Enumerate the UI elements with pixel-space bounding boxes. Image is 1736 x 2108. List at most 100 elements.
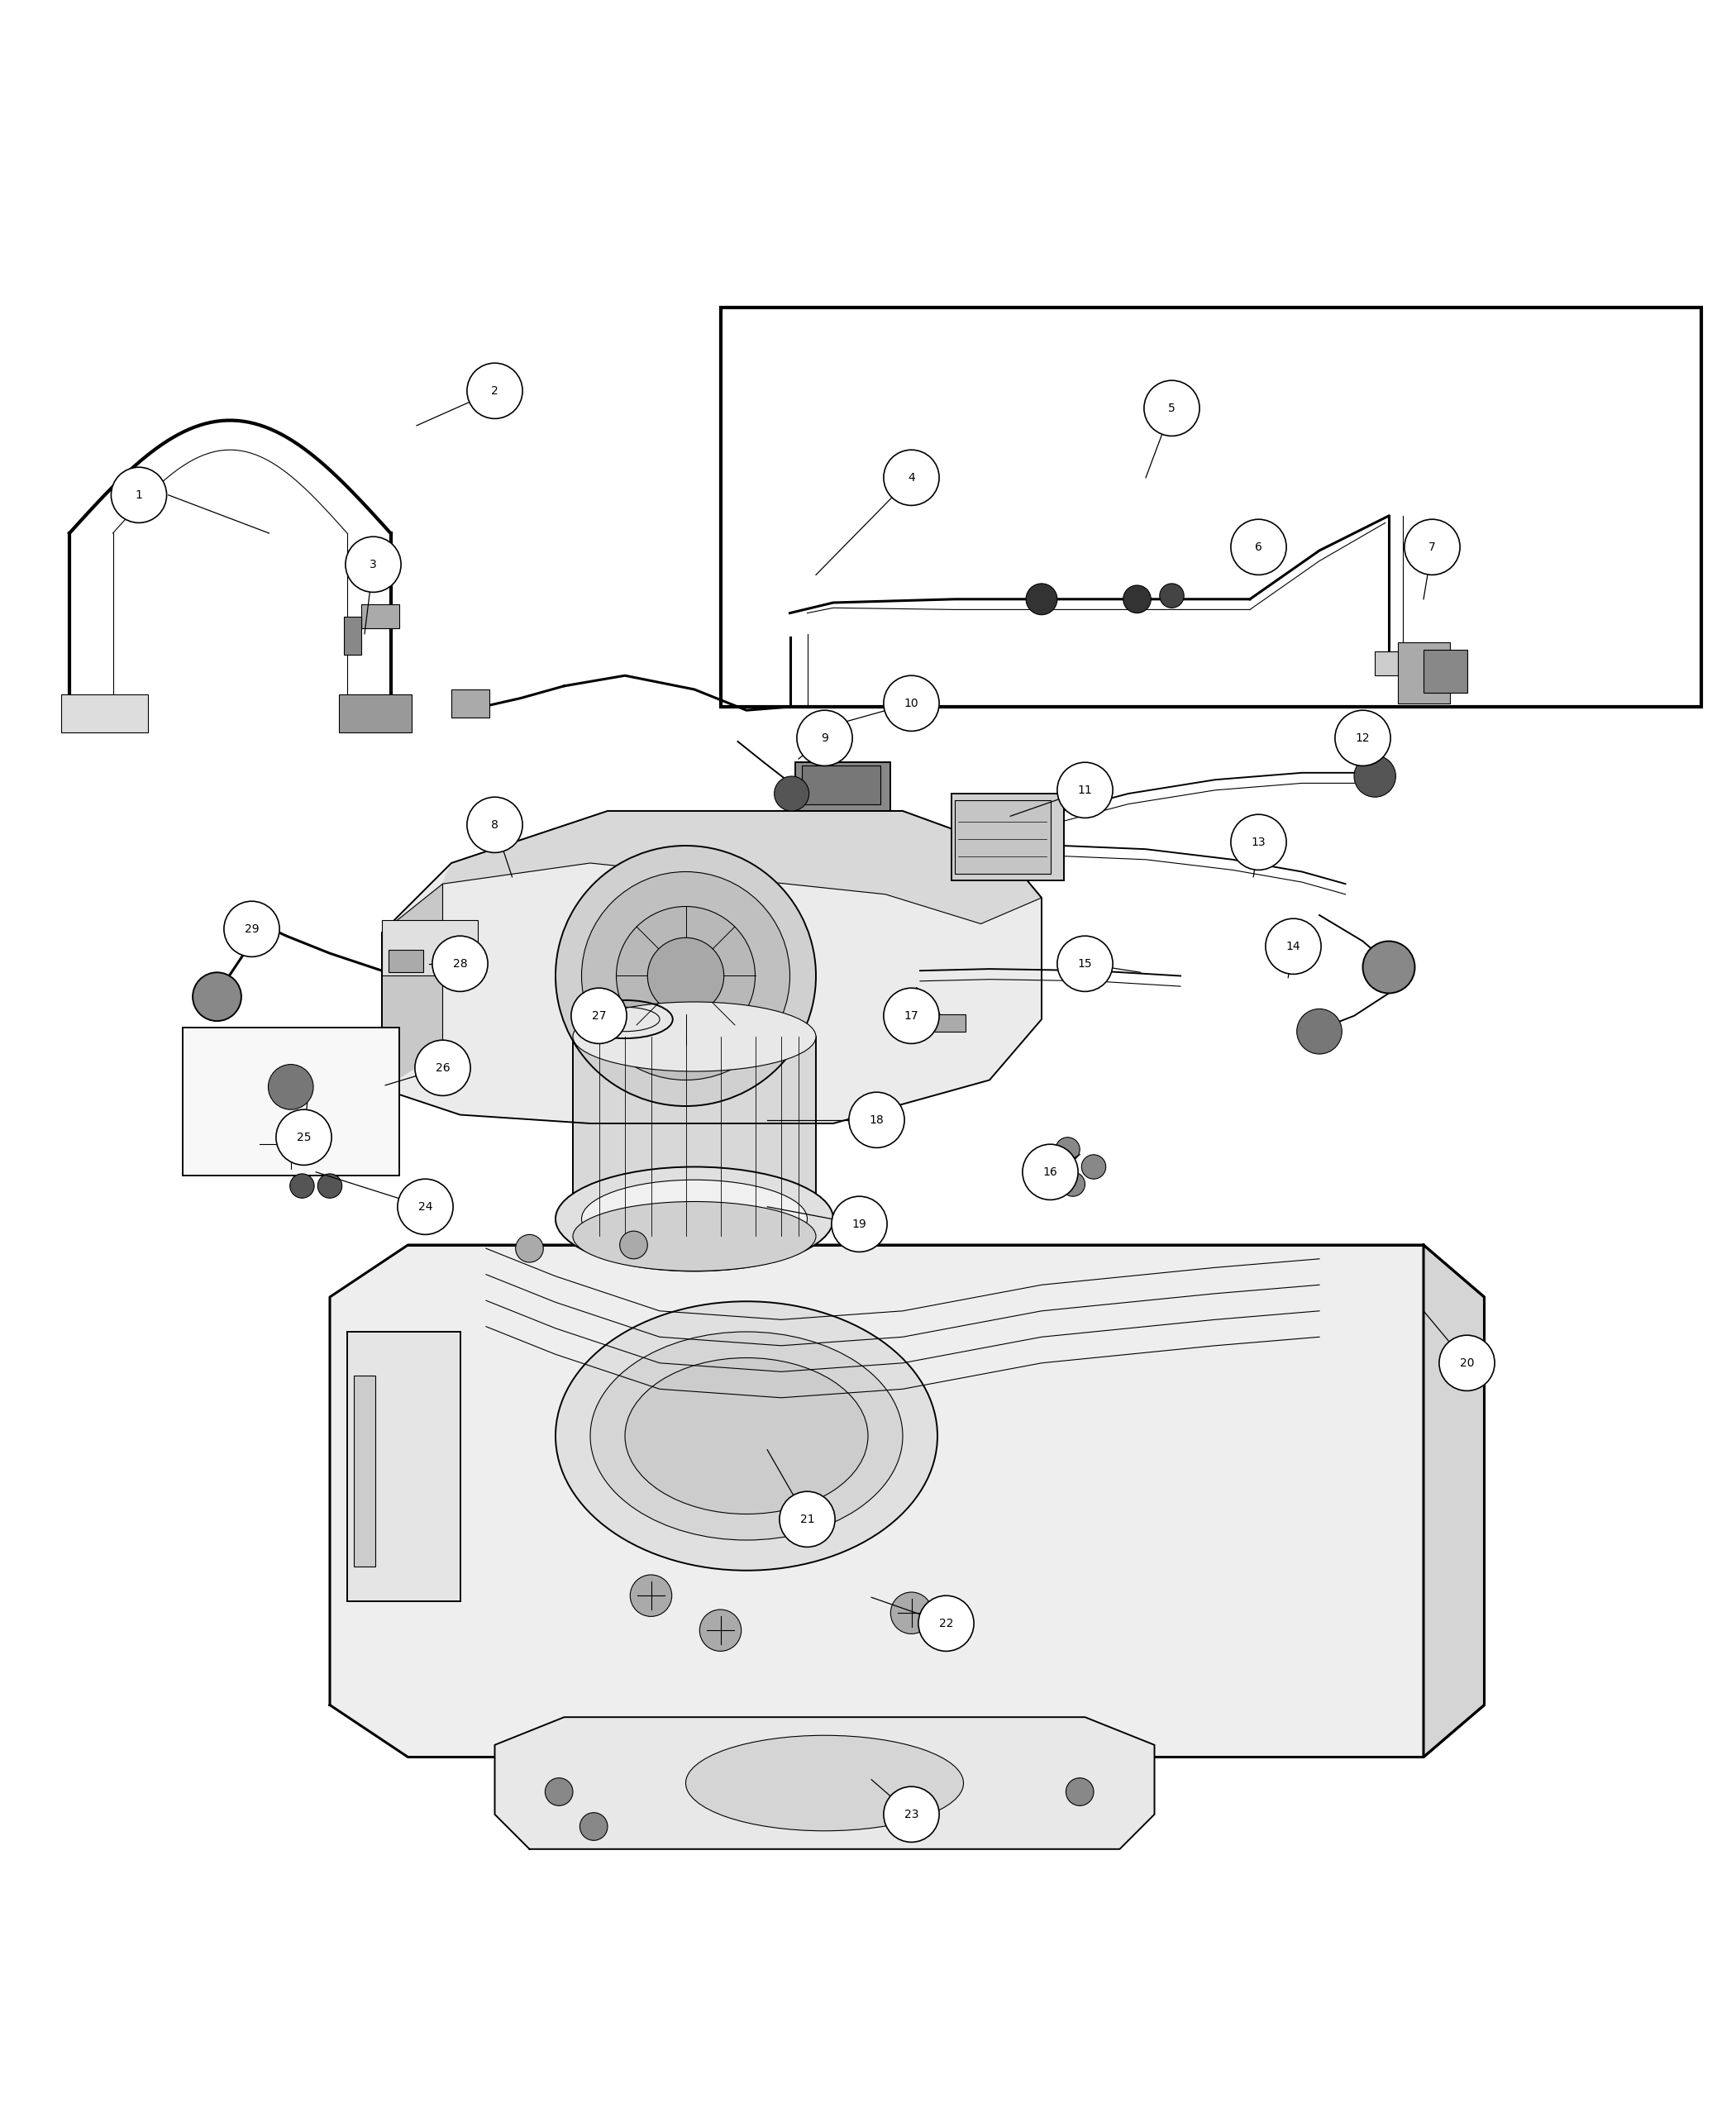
Text: 2: 2: [491, 386, 498, 396]
Circle shape: [276, 1109, 332, 1166]
Text: 13: 13: [1252, 837, 1266, 847]
Circle shape: [582, 873, 790, 1079]
Bar: [1375, 651, 1444, 675]
Circle shape: [891, 1592, 932, 1634]
Circle shape: [918, 1596, 974, 1651]
Circle shape: [467, 363, 523, 419]
Circle shape: [267, 1065, 312, 1109]
Polygon shape: [330, 1246, 1484, 1758]
Bar: [347, 1332, 460, 1600]
Circle shape: [1160, 584, 1184, 607]
Circle shape: [1057, 763, 1113, 818]
Text: 5: 5: [1168, 403, 1175, 413]
Circle shape: [1231, 519, 1286, 575]
Bar: [354, 1374, 375, 1566]
Text: 4: 4: [908, 472, 915, 483]
Polygon shape: [495, 1718, 1154, 1849]
Circle shape: [884, 675, 939, 731]
Text: 3: 3: [370, 559, 377, 571]
Circle shape: [884, 449, 939, 506]
Circle shape: [580, 1813, 608, 1840]
Text: 22: 22: [939, 1617, 953, 1629]
Text: 23: 23: [904, 1809, 918, 1819]
Circle shape: [1335, 710, 1391, 765]
Circle shape: [415, 1039, 470, 1096]
Circle shape: [616, 906, 755, 1046]
Text: 20: 20: [1460, 1358, 1474, 1368]
Ellipse shape: [590, 1332, 903, 1541]
Circle shape: [1363, 940, 1415, 993]
Circle shape: [1026, 584, 1057, 616]
Bar: [1424, 649, 1467, 694]
Circle shape: [1354, 755, 1396, 797]
Circle shape: [1404, 519, 1460, 575]
Text: 21: 21: [800, 1514, 814, 1524]
Text: 10: 10: [904, 698, 918, 708]
Circle shape: [432, 936, 488, 991]
Text: 6: 6: [1255, 542, 1262, 552]
Circle shape: [1066, 1777, 1094, 1807]
Text: 11: 11: [1078, 784, 1092, 797]
Circle shape: [1055, 1138, 1080, 1162]
Bar: [573, 1037, 816, 1235]
Circle shape: [318, 1174, 342, 1197]
Bar: [389, 951, 424, 972]
Circle shape: [1023, 1145, 1078, 1199]
Text: 8: 8: [491, 820, 498, 831]
Polygon shape: [382, 883, 443, 1088]
Circle shape: [111, 468, 167, 523]
Text: 9: 9: [821, 731, 828, 744]
Circle shape: [545, 1777, 573, 1807]
Text: 28: 28: [453, 957, 467, 970]
Text: 19: 19: [852, 1218, 866, 1229]
Text: 29: 29: [245, 923, 259, 934]
Circle shape: [516, 1235, 543, 1263]
Circle shape: [556, 845, 816, 1107]
Text: 25: 25: [297, 1132, 311, 1143]
Bar: [451, 689, 490, 717]
Circle shape: [1057, 936, 1113, 991]
Bar: [934, 1014, 965, 1031]
Polygon shape: [1424, 1246, 1484, 1758]
Circle shape: [700, 1611, 741, 1651]
Ellipse shape: [556, 1301, 937, 1570]
Circle shape: [884, 989, 939, 1043]
Circle shape: [620, 1231, 648, 1258]
Text: 26: 26: [436, 1062, 450, 1073]
Text: 14: 14: [1286, 940, 1300, 953]
Bar: [344, 616, 361, 656]
Circle shape: [1439, 1334, 1495, 1391]
Circle shape: [648, 938, 724, 1014]
Polygon shape: [382, 812, 1042, 1124]
Circle shape: [467, 797, 523, 852]
Ellipse shape: [582, 1180, 807, 1258]
Ellipse shape: [573, 1001, 816, 1071]
Circle shape: [630, 1575, 672, 1617]
Circle shape: [832, 1197, 887, 1252]
Circle shape: [884, 1788, 939, 1842]
Text: 12: 12: [1356, 731, 1370, 744]
Ellipse shape: [556, 1168, 833, 1271]
Text: 16: 16: [1043, 1166, 1057, 1178]
Ellipse shape: [686, 1735, 963, 1832]
Circle shape: [1123, 586, 1151, 613]
Bar: [795, 763, 891, 812]
Bar: [361, 605, 399, 628]
Circle shape: [797, 710, 852, 765]
Text: 24: 24: [418, 1202, 432, 1212]
Bar: [802, 765, 880, 803]
Circle shape: [774, 776, 809, 812]
Bar: [61, 696, 148, 734]
Bar: [955, 801, 1050, 873]
Circle shape: [345, 538, 401, 592]
Circle shape: [1231, 814, 1286, 871]
Text: 1: 1: [135, 489, 142, 502]
Text: 18: 18: [870, 1115, 884, 1126]
Text: 7: 7: [1429, 542, 1436, 552]
Circle shape: [398, 1178, 453, 1235]
Circle shape: [193, 972, 241, 1020]
Bar: [951, 793, 1064, 881]
Bar: [182, 1029, 399, 1176]
Circle shape: [571, 989, 627, 1043]
Circle shape: [1297, 1010, 1342, 1054]
